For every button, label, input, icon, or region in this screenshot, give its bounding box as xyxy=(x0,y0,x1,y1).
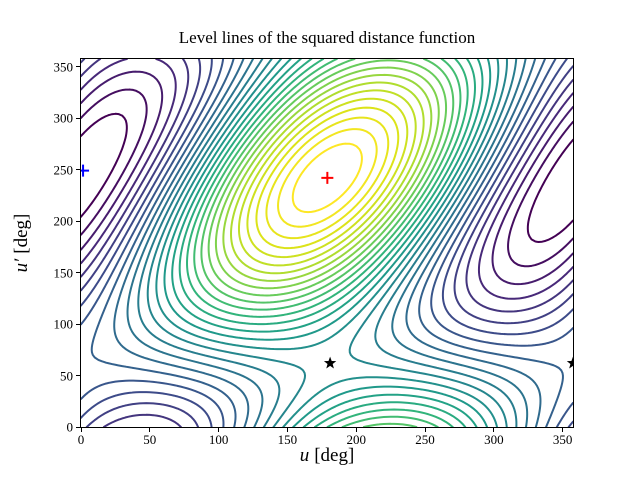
y-tick-mark xyxy=(76,169,80,171)
chart-title: Level lines of the squared distance func… xyxy=(178,28,476,47)
x-tick-label: 300 xyxy=(484,432,504,447)
y-tick-label: 100 xyxy=(53,316,74,332)
y-tick-label: 250 xyxy=(53,162,74,178)
x-tick-label: 0 xyxy=(77,432,85,447)
y-axis-symbol: u′ xyxy=(11,258,32,273)
y-tick-label: 150 xyxy=(53,265,74,281)
x-tick-mark xyxy=(149,428,151,432)
y-tick-mark xyxy=(76,117,80,119)
x-axis-symbol: u xyxy=(299,445,310,466)
x-tick-label: 150 xyxy=(277,432,298,447)
x-tick-mark xyxy=(286,428,288,432)
y-tick-label: 200 xyxy=(53,213,74,229)
x-tick-mark xyxy=(562,428,564,432)
plot-area xyxy=(80,58,574,428)
y-tick-label: 300 xyxy=(53,110,74,126)
x-tick-mark xyxy=(80,428,82,432)
x-tick-mark xyxy=(218,428,220,432)
y-tick-mark xyxy=(76,272,80,274)
y-tick-mark xyxy=(76,426,80,428)
contour-canvas xyxy=(81,59,573,427)
y-axis-unit: [deg] xyxy=(11,213,32,254)
x-tick-label: 100 xyxy=(208,432,229,447)
x-tick-mark xyxy=(493,428,495,432)
y-tick-mark xyxy=(76,66,80,68)
x-tick-mark xyxy=(424,428,426,432)
y-axis-label: u′ [deg] xyxy=(9,59,35,427)
x-axis-unit: [deg] xyxy=(314,445,355,466)
x-tick-label: 250 xyxy=(415,432,435,447)
x-tick-label: 200 xyxy=(346,432,366,447)
y-tick-mark xyxy=(76,375,80,377)
y-tick-label: 50 xyxy=(60,368,73,384)
y-tick-label: 350 xyxy=(53,59,74,75)
x-tick-label: 50 xyxy=(143,432,157,447)
x-tick-label: 350 xyxy=(552,432,573,447)
x-axis-label: u [deg] xyxy=(81,445,573,467)
y-tick-label: 0 xyxy=(66,419,74,435)
y-tick-mark xyxy=(76,220,80,222)
y-tick-mark xyxy=(76,323,80,325)
x-tick-mark xyxy=(355,428,357,432)
